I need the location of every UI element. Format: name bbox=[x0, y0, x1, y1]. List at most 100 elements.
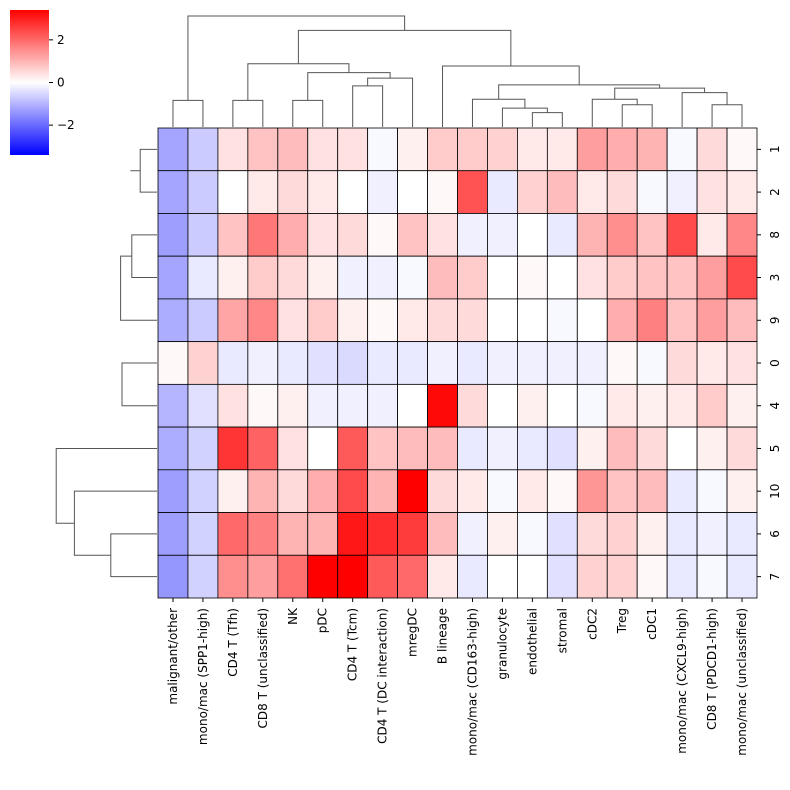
heatmap-cell bbox=[187, 213, 219, 257]
heatmap-cell bbox=[517, 469, 548, 513]
heatmap-cell bbox=[636, 469, 668, 513]
dendrogram-link bbox=[297, 29, 512, 66]
colorbar-ticks: 2 0 −2 bbox=[49, 33, 75, 132]
heatmap-cell bbox=[457, 127, 488, 172]
column-label: CD4 T (Tcm) bbox=[346, 608, 360, 681]
row-label: 8 bbox=[768, 231, 782, 239]
column-label: CD4 T (DC interaction) bbox=[376, 608, 390, 744]
heatmap-cell bbox=[487, 554, 518, 599]
heatmap-cell bbox=[457, 512, 488, 556]
row-label: 3 bbox=[768, 274, 782, 282]
heatmap-cell bbox=[696, 298, 728, 343]
dendrogram-link bbox=[681, 92, 728, 127]
heatmap-cell bbox=[696, 127, 728, 172]
heatmap-cell bbox=[517, 512, 548, 556]
column-label: granulocyte bbox=[495, 608, 509, 680]
heatmap-cell bbox=[427, 341, 458, 385]
dendrogram-link bbox=[172, 99, 204, 127]
dendrogram-link bbox=[292, 99, 324, 127]
heatmap-cell bbox=[487, 127, 518, 172]
heatmap-cell bbox=[367, 127, 398, 172]
heatmap-cell bbox=[187, 298, 219, 343]
heatmap-cell bbox=[397, 512, 428, 556]
heatmap-cell bbox=[217, 554, 249, 599]
column-label: malignant/other bbox=[166, 608, 180, 705]
heatmap-cell bbox=[487, 341, 518, 385]
heatmap-cell bbox=[217, 512, 249, 556]
row-label: 7 bbox=[768, 573, 782, 581]
row-dendrogram bbox=[56, 149, 157, 578]
heatmap-cell bbox=[187, 554, 219, 599]
column-label: mono/mac (CXCL9-high) bbox=[675, 608, 689, 754]
column-label: NK bbox=[286, 607, 300, 625]
heatmap-cell bbox=[217, 469, 249, 513]
dendrogram-link bbox=[591, 98, 638, 127]
heatmap-cell bbox=[157, 383, 189, 428]
heatmap-cell bbox=[337, 426, 369, 471]
heatmap-cell bbox=[217, 426, 249, 471]
column-tick-labels: malignant/other mono/mac (SPP1-high) CD4 T… bbox=[166, 598, 749, 756]
column-dendrogram bbox=[172, 15, 743, 127]
heatmap-cell bbox=[546, 127, 578, 172]
heatmap-cell bbox=[157, 554, 189, 599]
row-label: 0 bbox=[768, 359, 782, 367]
heatmap-cell bbox=[307, 426, 339, 471]
heatmap-cell bbox=[487, 383, 518, 428]
heatmap-cell bbox=[666, 554, 698, 599]
column-label: cDC2 bbox=[585, 608, 599, 640]
heatmap-cell bbox=[546, 469, 578, 513]
heatmap-cell bbox=[457, 341, 488, 385]
heatmap-cell bbox=[247, 298, 279, 343]
heatmap-cell bbox=[247, 469, 279, 513]
heatmap-cell bbox=[666, 213, 698, 257]
heatmap-cell bbox=[606, 554, 638, 599]
heatmap-cell bbox=[277, 170, 309, 214]
heatmap-cell bbox=[337, 170, 369, 214]
heatmap-cell bbox=[217, 298, 249, 343]
heatmap-cell bbox=[696, 341, 728, 385]
column-label: mono/mac (unclassified) bbox=[735, 608, 749, 756]
heatmap-cell bbox=[666, 426, 698, 471]
heatmap-cell bbox=[397, 341, 428, 385]
dendrogram-link bbox=[531, 112, 563, 127]
heatmap-cell bbox=[546, 426, 578, 471]
heatmap-cell bbox=[427, 298, 458, 343]
dendrogram-link bbox=[232, 99, 264, 127]
heatmap-cell bbox=[397, 127, 428, 172]
heatmap-cell bbox=[636, 426, 668, 471]
heatmap-cell bbox=[636, 213, 668, 257]
colorbar-tick-label: 0 bbox=[57, 76, 65, 90]
heatmap-cell bbox=[726, 170, 758, 214]
heatmap-cell bbox=[606, 383, 638, 428]
heatmap-cell bbox=[397, 213, 428, 257]
heatmap-cell bbox=[726, 341, 758, 385]
heatmap-cell bbox=[487, 469, 518, 513]
heatmap-cell bbox=[546, 383, 578, 428]
heatmap-cell bbox=[157, 341, 189, 385]
heatmap-cell bbox=[726, 426, 758, 471]
heatmap-cell bbox=[666, 170, 698, 214]
column-label: mono/mac (SPP1-high) bbox=[196, 608, 210, 745]
heatmap-cell bbox=[696, 383, 728, 428]
row-label: 2 bbox=[768, 188, 782, 196]
heatmap-cell bbox=[457, 255, 488, 300]
heatmap-cell bbox=[367, 341, 398, 385]
heatmap-cell bbox=[517, 255, 548, 300]
heatmap-cell bbox=[427, 469, 458, 513]
heatmap-cell bbox=[157, 512, 189, 556]
heatmap-cell bbox=[427, 170, 458, 214]
heatmap-cell bbox=[277, 213, 309, 257]
heatmap-cell bbox=[277, 383, 309, 428]
heatmap-cell bbox=[726, 213, 758, 257]
heatmap-cell bbox=[277, 127, 309, 172]
heatmap-cell bbox=[217, 127, 249, 172]
heatmap-cell bbox=[457, 554, 488, 599]
dendrogram-link bbox=[352, 85, 384, 127]
heatmap-cell bbox=[606, 170, 638, 214]
heatmap-cell bbox=[696, 469, 728, 513]
dendrogram-link bbox=[247, 63, 350, 101]
heatmap-cell bbox=[427, 255, 458, 300]
heatmap-cell bbox=[247, 383, 279, 428]
heatmap-cell bbox=[576, 127, 608, 172]
heatmap-cell bbox=[576, 298, 608, 343]
